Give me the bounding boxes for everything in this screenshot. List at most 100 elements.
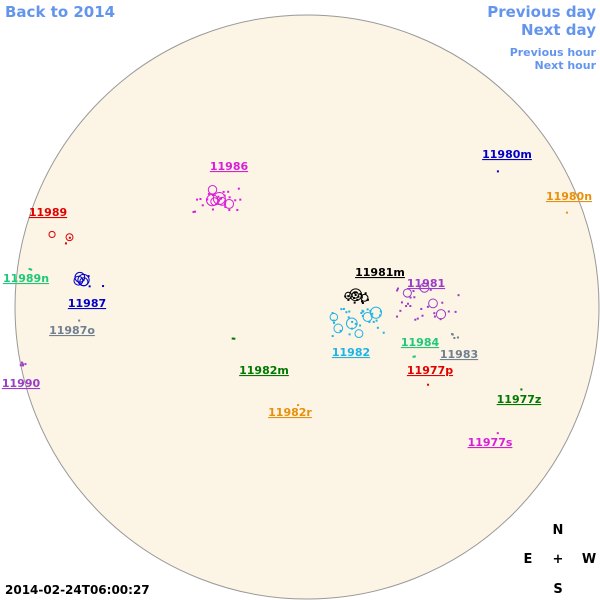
spot (366, 308, 369, 311)
spot (379, 310, 382, 313)
spot (405, 305, 408, 308)
spot (372, 320, 375, 323)
spot (211, 208, 214, 211)
spot (447, 310, 450, 313)
spot (21, 364, 24, 367)
back-link[interactable]: Back to 2014 (5, 3, 115, 21)
spot (441, 301, 444, 304)
spot (413, 355, 416, 358)
spot (217, 195, 220, 198)
spot (439, 318, 442, 321)
spot (236, 209, 239, 212)
spot (414, 318, 417, 321)
previous-hour-link[interactable]: Previous hour (510, 46, 597, 59)
spot (345, 311, 348, 314)
spot-ring (207, 185, 218, 195)
spot (220, 197, 223, 200)
spot (359, 324, 362, 327)
spot-ring (369, 306, 382, 319)
spot (361, 301, 364, 304)
spot (416, 317, 419, 320)
spot (340, 308, 343, 311)
spot (362, 310, 365, 313)
spot (369, 309, 372, 312)
next-hour-link[interactable]: Next hour (535, 59, 597, 72)
spot (224, 203, 227, 206)
region-label: 11987o (49, 324, 95, 337)
spot (332, 321, 335, 324)
region-label: 11981m (355, 266, 405, 279)
compass-south: S (553, 582, 562, 597)
region-label: 11990 (2, 377, 41, 390)
spot (354, 322, 357, 325)
spot (376, 326, 379, 329)
spot-ring (419, 282, 430, 293)
spot (231, 337, 234, 340)
spot (20, 361, 23, 364)
spot (454, 310, 457, 313)
spot (359, 293, 362, 296)
spot (382, 331, 385, 334)
spot-ring (65, 233, 74, 242)
spot (433, 315, 436, 318)
spot (422, 284, 425, 287)
spot (406, 302, 409, 305)
spot (102, 285, 105, 288)
spot (396, 315, 399, 318)
region-label: 11984 (401, 336, 440, 349)
spot (375, 319, 378, 322)
region-label: 11982r (268, 406, 312, 419)
spot (426, 305, 429, 308)
region-label: 11989n (3, 272, 49, 285)
spot (222, 190, 225, 193)
spot (348, 310, 351, 313)
spot (332, 319, 335, 322)
spot (412, 355, 415, 358)
next-day-link[interactable]: Next day (521, 21, 596, 39)
spot (360, 312, 363, 315)
spot-ring (333, 323, 344, 334)
spot (228, 196, 231, 199)
region-label: 11983 (440, 348, 478, 361)
spot (351, 320, 354, 323)
region-label: 11986 (210, 160, 249, 173)
spot (420, 307, 423, 310)
spot-ring (212, 192, 226, 205)
spot (421, 314, 424, 317)
spot (496, 170, 499, 173)
spot (68, 236, 71, 239)
spot-ring (428, 298, 438, 309)
spot (224, 205, 227, 208)
compass-center: + (553, 552, 564, 567)
spot (237, 187, 240, 190)
spot (354, 294, 357, 297)
spot (496, 432, 499, 435)
spot (228, 208, 231, 211)
spot (206, 198, 209, 201)
spot (64, 242, 67, 245)
spot (297, 404, 300, 407)
solar-disk (14, 14, 600, 600)
spot (396, 289, 399, 292)
region-label: 11981 (407, 277, 445, 290)
spot (24, 363, 27, 366)
spot (364, 292, 367, 295)
spot (456, 336, 459, 339)
region-label: 11989 (29, 206, 67, 219)
spot (227, 190, 230, 193)
spot (331, 335, 334, 338)
spot-ring (48, 230, 56, 239)
spot (396, 287, 399, 290)
previous-day-link[interactable]: Previous day (487, 3, 596, 21)
spot (196, 198, 199, 201)
spot (30, 268, 33, 271)
spot (412, 290, 415, 293)
spot (201, 204, 204, 207)
spot (427, 383, 430, 386)
timestamp: 2014-02-24T06:00:27 (5, 583, 150, 597)
spot (409, 296, 412, 299)
spot (348, 333, 351, 336)
spot (342, 308, 345, 311)
spot (339, 329, 342, 332)
